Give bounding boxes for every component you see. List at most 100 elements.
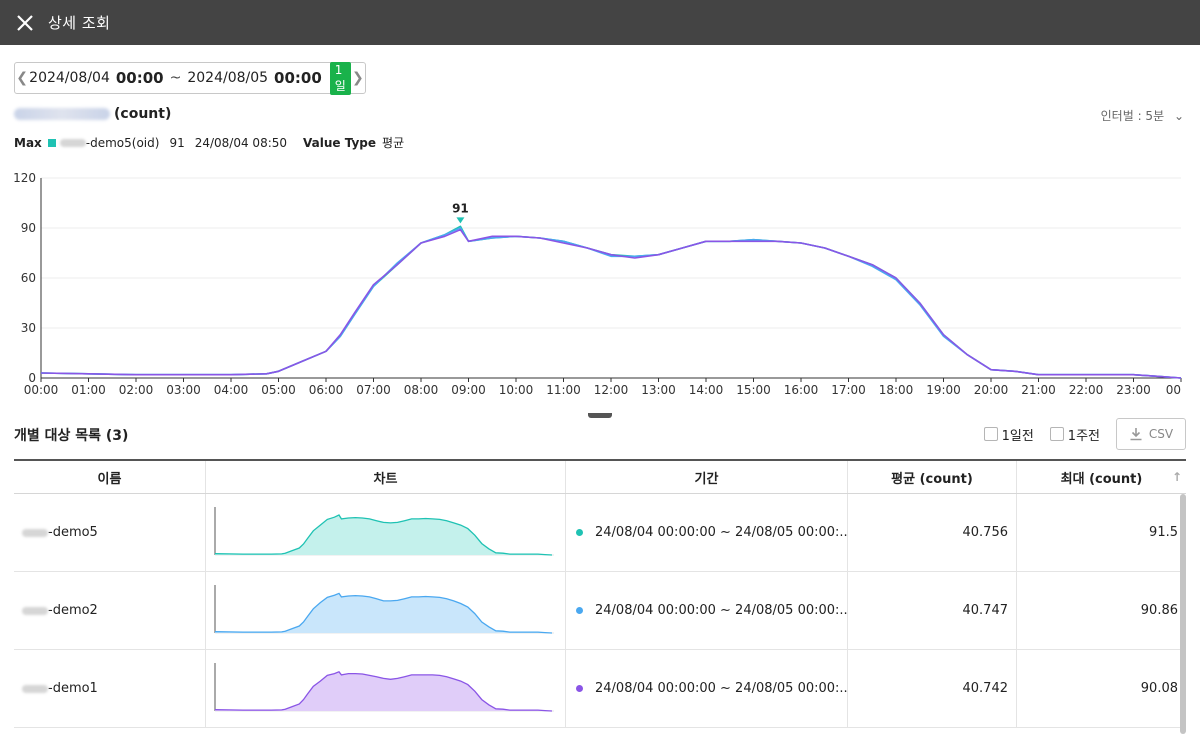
chevron-right-icon[interactable]: ❯ [352, 70, 364, 86]
sparkline-line [214, 513, 553, 556]
table-row[interactable]: -demo2 24/08/04 00:00:00 ~ 24/08/05 00:0… [14, 572, 1186, 650]
sort-arrow-icon[interactable]: ↑ [1171, 470, 1182, 484]
row-period-text: 24/08/04 00:00:00 ~ 24/08/05 00:00:... [595, 603, 848, 618]
x-tick-label: 06:00 [309, 383, 344, 397]
compare-1day-checkbox[interactable]: 1일전 [983, 425, 1034, 444]
x-tick-label: 23:00 [1116, 383, 1151, 397]
x-tick-label: 14:00 [689, 383, 724, 397]
series-line [40, 225, 1182, 379]
list-title: 개별 대상 목록 (3) [14, 428, 129, 444]
row-name-text: -demo5 [48, 525, 98, 540]
metric-name-redacted [14, 108, 110, 120]
x-tick-label: 05:00 [261, 383, 296, 397]
x-tick-label: 13:00 [641, 383, 676, 397]
row-max: 90.86 [1140, 603, 1178, 618]
x-tick-label: 09:00 [451, 383, 486, 397]
x-tick-label: 01:00 [71, 383, 106, 397]
resize-handle[interactable] [588, 413, 612, 418]
close-icon[interactable] [14, 12, 36, 34]
row-sparkline-cell [206, 572, 566, 649]
row-name: -demo1 [14, 650, 206, 727]
x-tick-label: 20:00 [974, 383, 1009, 397]
series-line [40, 227, 1182, 379]
download-icon [1130, 428, 1142, 441]
agent-name-redacted [22, 684, 48, 693]
col-chart-header[interactable]: 차트 [206, 461, 566, 493]
agent-name-redacted [59, 138, 86, 147]
sparkline-area [215, 514, 552, 555]
row-name: -demo5 [14, 494, 206, 571]
duration-badge: 1일 [329, 61, 351, 95]
list-options: 1일전 1주전 CSV [983, 418, 1186, 450]
range-separator: ~ [169, 70, 182, 86]
max-label: Max [14, 135, 42, 150]
x-tick-label: 08:00 [404, 383, 439, 397]
agent-name-redacted [22, 528, 48, 537]
checkbox-box[interactable] [1049, 427, 1064, 441]
col-max-label: 최대 (count) [1060, 471, 1143, 487]
sparkline-area [215, 592, 552, 633]
x-tick-label: 00:00 [24, 383, 59, 397]
x-tick-label: 16:00 [784, 383, 819, 397]
col-max-header[interactable]: 최대 (count) ↑ [1017, 461, 1186, 493]
max-info: Max -demo5(oid) 91 24/08/04 08:50 Value … [14, 134, 404, 151]
start-date: 2024/08/04 [29, 70, 110, 86]
compare-1week-checkbox[interactable]: 1주전 [1049, 425, 1100, 444]
csv-label: CSV [1148, 427, 1174, 441]
row-period: 24/08/04 00:00:00 ~ 24/08/05 00:00:... [566, 572, 848, 649]
sparkline-chart[interactable] [214, 584, 554, 637]
value-type: 평균 [382, 136, 405, 150]
row-max: 91.5 [1149, 525, 1178, 540]
interval-select[interactable]: 인터벌 : 5분 ⌄ [1101, 107, 1184, 124]
main-line-chart[interactable]: 0 30 60 90 120 00:00 01:00 02:00 03:00 04:00 05:00… [0, 160, 1200, 405]
series-line [40, 228, 1182, 379]
y-tick-label: 30 [21, 321, 36, 335]
sparkline-area [215, 671, 552, 711]
row-name-text: -demo2 [48, 603, 98, 618]
col-period-header[interactable]: 기간 [566, 461, 848, 493]
x-tick-label: 19:00 [926, 383, 961, 397]
chevron-left-icon[interactable]: ❮ [16, 70, 28, 86]
x-tick-label: 15:00 [736, 383, 771, 397]
x-tick-label: 00 [1166, 383, 1181, 397]
row-name-text: -demo1 [48, 681, 98, 696]
max-value: 91 [169, 135, 185, 150]
y-tick-label: 60 [21, 271, 36, 285]
x-tick-label: 11:00 [546, 383, 581, 397]
row-max: 90.08 [1140, 681, 1178, 696]
sparkline-line [214, 592, 553, 634]
col-avg-header[interactable]: 평균 (count) [848, 461, 1017, 493]
sparkline-chart[interactable] [214, 662, 554, 715]
value-type-label: Value Type [303, 135, 377, 150]
interval-label: 인터벌 : 5분 [1100, 109, 1165, 123]
table-header: 이름 차트 기간 평균 (count) 최대 (count) ↑ [14, 461, 1186, 494]
title-bar: 상세 조회 [0, 0, 1200, 45]
x-tick-label: 21:00 [1021, 383, 1056, 397]
row-period-text: 24/08/04 00:00:00 ~ 24/08/05 00:00:... [595, 681, 848, 696]
compare-1day-label: 1일전 [1001, 428, 1034, 444]
x-tick-label: 17:00 [831, 383, 866, 397]
csv-download-button[interactable]: CSV [1116, 418, 1186, 450]
date-range-picker[interactable]: ❮ 2024/08/04 00:00 ~ 2024/08/05 00:00 1일… [14, 61, 366, 95]
x-tick-label: 02:00 [119, 383, 154, 397]
series-dot [576, 529, 583, 536]
checkbox-box[interactable] [983, 427, 998, 441]
x-tick-label: 10:00 [499, 383, 534, 397]
row-sparkline-cell [206, 650, 566, 727]
chevron-down-icon: ⌄ [1173, 109, 1184, 123]
target-table: 이름 차트 기간 평균 (count) 최대 (count) ↑ -demo5 … [14, 459, 1186, 728]
row-avg: 40.747 [848, 572, 1017, 649]
metric-unit: (count) [114, 106, 172, 122]
sparkline-chart[interactable] [214, 506, 554, 559]
row-avg: 40.756 [848, 494, 1017, 571]
y-tick-label: 120 [13, 171, 36, 185]
x-tick-label: 22:00 [1069, 383, 1104, 397]
col-name-header[interactable]: 이름 [14, 461, 206, 493]
table-scrollbar[interactable] [1180, 494, 1186, 734]
max-name: -demo5(oid) [85, 135, 160, 150]
row-avg: 40.742 [848, 650, 1017, 727]
table-row[interactable]: -demo1 24/08/04 00:00:00 ~ 24/08/05 00:0… [14, 650, 1186, 728]
y-tick-label: 0 [28, 371, 36, 385]
series-dot [576, 685, 583, 692]
table-row[interactable]: -demo5 24/08/04 00:00:00 ~ 24/08/05 00:0… [14, 494, 1186, 572]
